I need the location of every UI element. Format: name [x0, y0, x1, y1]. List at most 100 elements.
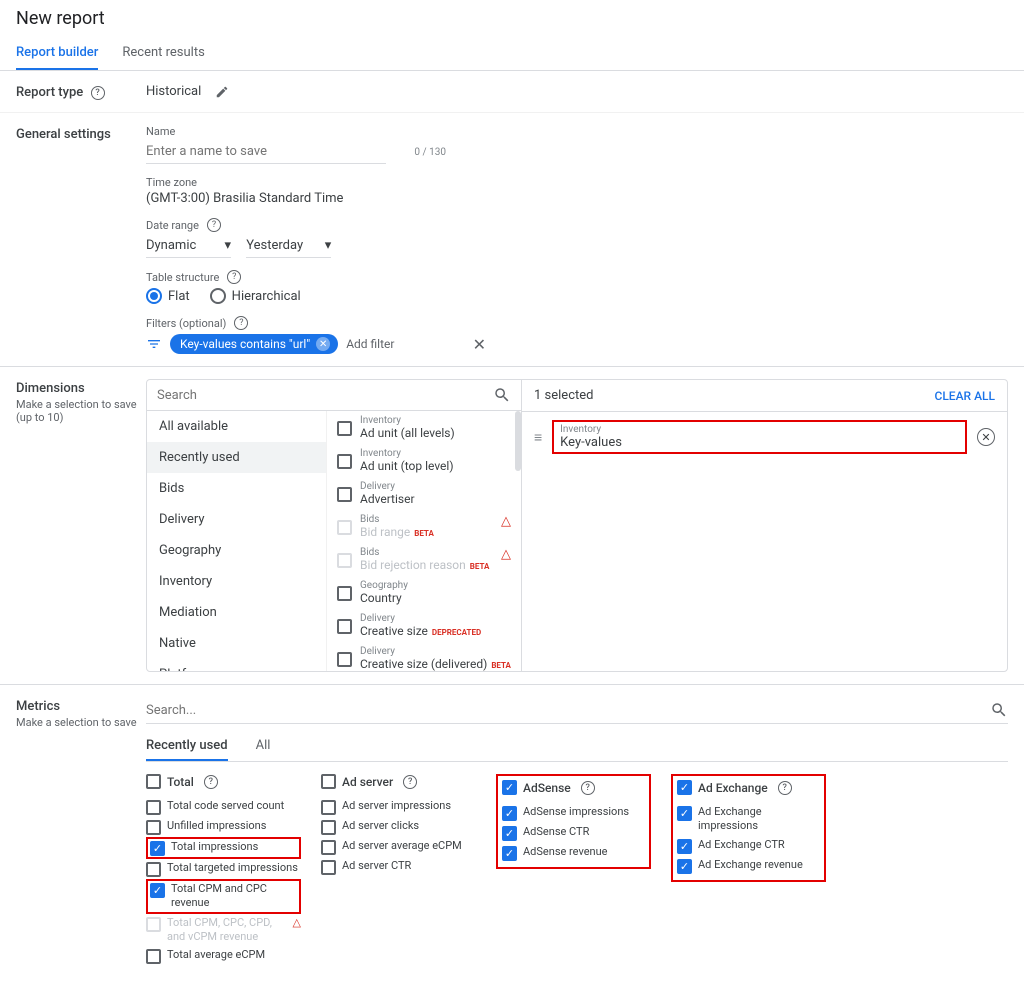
- close-icon[interactable]: ✕: [473, 335, 486, 354]
- search-icon[interactable]: [990, 701, 1008, 719]
- category-item[interactable]: Inventory: [147, 566, 326, 597]
- checkbox[interactable]: ✓: [677, 859, 692, 874]
- metrics-search[interactable]: [146, 701, 990, 719]
- close-icon[interactable]: ✕: [316, 337, 330, 351]
- checkbox[interactable]: [146, 949, 161, 964]
- checkbox[interactable]: ✓: [502, 826, 517, 841]
- tab-recent-results[interactable]: Recent results: [122, 37, 204, 70]
- checkbox[interactable]: [321, 820, 336, 835]
- dr-type-select[interactable]: Dynamic▾: [146, 234, 231, 258]
- checkbox[interactable]: [337, 421, 352, 436]
- checkbox[interactable]: ✓: [502, 846, 517, 861]
- dimensions-search[interactable]: [157, 388, 493, 403]
- help-icon[interactable]: ?: [204, 775, 218, 789]
- dimension-item[interactable]: BidsBid rangeBETA△: [327, 510, 521, 543]
- metric-item[interactable]: Ad server average eCPM: [321, 837, 476, 857]
- category-item[interactable]: Recently used: [147, 442, 326, 473]
- scrollbar[interactable]: [515, 411, 521, 471]
- dimension-item[interactable]: InventoryAd unit (all levels): [327, 411, 521, 444]
- metric-group-header[interactable]: Ad server?: [321, 774, 476, 789]
- help-icon[interactable]: ?: [778, 781, 792, 795]
- checkbox[interactable]: [337, 652, 352, 667]
- help-icon[interactable]: ?: [234, 316, 248, 330]
- dimension-item[interactable]: DeliveryCreative size (delivered)BETA: [327, 642, 521, 671]
- metric-item[interactable]: ✓AdSense CTR: [502, 823, 645, 843]
- category-item[interactable]: Native: [147, 628, 326, 659]
- checkbox[interactable]: [321, 774, 336, 789]
- metric-item[interactable]: Total code served count: [146, 797, 301, 817]
- help-icon[interactable]: ?: [227, 270, 241, 284]
- dimension-item[interactable]: DeliveryAdvertiser: [327, 477, 521, 510]
- checkbox[interactable]: [146, 800, 161, 815]
- checkbox[interactable]: ✓: [677, 839, 692, 854]
- metric-item[interactable]: ✓AdSense revenue: [502, 843, 645, 863]
- metric-item[interactable]: Total CPM, CPC, CPD, and vCPM revenue△: [146, 914, 301, 947]
- remove-icon[interactable]: ✕: [977, 428, 995, 446]
- dimension-categories: All availableRecently usedBidsDeliveryGe…: [147, 411, 327, 671]
- dimension-item[interactable]: BidsBid rejection reasonBETA△: [327, 543, 521, 576]
- checkbox[interactable]: [146, 820, 161, 835]
- checkbox[interactable]: [321, 860, 336, 875]
- metric-item[interactable]: ✓Total CPM and CPC revenue: [146, 879, 301, 914]
- dimension-item[interactable]: GeographyCountry: [327, 576, 521, 609]
- selected-name: Key-values: [560, 435, 959, 450]
- add-filter[interactable]: Add filter: [346, 337, 394, 351]
- section-general: General settings Name 0 / 130 Time zone …: [0, 113, 1024, 367]
- tab-recently-used[interactable]: Recently used: [146, 732, 228, 761]
- help-icon[interactable]: ?: [91, 86, 105, 100]
- metric-item[interactable]: Ad server clicks: [321, 817, 476, 837]
- category-item[interactable]: Bids: [147, 473, 326, 504]
- metric-item[interactable]: Unfilled impressions: [146, 817, 301, 837]
- pencil-icon[interactable]: [215, 85, 229, 99]
- category-item[interactable]: Geography: [147, 535, 326, 566]
- name-input[interactable]: [146, 140, 386, 164]
- help-icon[interactable]: ?: [581, 781, 595, 795]
- tz-label: Time zone: [146, 176, 1008, 189]
- metric-item[interactable]: Ad server impressions: [321, 797, 476, 817]
- checkbox[interactable]: ✓: [150, 883, 165, 898]
- drag-handle-icon[interactable]: ≡: [534, 429, 542, 446]
- checkbox[interactable]: [337, 487, 352, 502]
- category-item[interactable]: Delivery: [147, 504, 326, 535]
- category-item[interactable]: All available: [147, 411, 326, 442]
- report-type-value: Historical: [146, 84, 201, 99]
- checkbox[interactable]: [146, 862, 161, 877]
- metric-item[interactable]: ✓Ad Exchange impressions: [677, 803, 820, 836]
- checkbox[interactable]: ✓: [502, 806, 517, 821]
- radio-flat[interactable]: Flat: [146, 288, 190, 304]
- selected-count: 1 selected: [534, 388, 593, 403]
- dimension-item[interactable]: DeliveryCreative sizeDEPRECATED: [327, 609, 521, 642]
- metric-item[interactable]: ✓Ad Exchange revenue: [677, 856, 820, 876]
- checkbox[interactable]: [337, 619, 352, 634]
- metric-item[interactable]: Ad server CTR: [321, 857, 476, 877]
- metric-item[interactable]: Total average eCPM: [146, 946, 301, 966]
- metric-item[interactable]: ✓Ad Exchange CTR: [677, 836, 820, 856]
- selected-category: Inventory: [560, 424, 959, 435]
- metric-group-header[interactable]: Total?: [146, 774, 301, 789]
- search-icon[interactable]: [493, 386, 511, 404]
- checkbox[interactable]: [337, 454, 352, 469]
- dr-relative-select[interactable]: Yesterday▾: [246, 234, 331, 258]
- help-icon[interactable]: ?: [403, 775, 417, 789]
- checkbox[interactable]: ✓: [150, 841, 165, 856]
- checkbox[interactable]: [337, 586, 352, 601]
- metric-item[interactable]: ✓Total impressions: [146, 837, 301, 859]
- category-item[interactable]: Platform: [147, 659, 326, 671]
- clear-all-button[interactable]: CLEAR ALL: [934, 389, 995, 403]
- checkbox[interactable]: [321, 800, 336, 815]
- tab-report-builder[interactable]: Report builder: [16, 37, 98, 70]
- filter-chip[interactable]: Key-values contains "url" ✕: [170, 334, 338, 354]
- dimension-items: InventoryAd unit (all levels)InventoryAd…: [327, 411, 521, 671]
- help-icon[interactable]: ?: [207, 218, 221, 232]
- metric-item[interactable]: Total targeted impressions: [146, 859, 301, 879]
- tab-all[interactable]: All: [256, 732, 271, 761]
- radio-hierarchical[interactable]: Hierarchical: [210, 288, 301, 304]
- funnel-icon: [146, 336, 162, 352]
- main-tabs: Report builder Recent results: [0, 37, 1024, 71]
- category-item[interactable]: Mediation: [147, 597, 326, 628]
- checkbox[interactable]: [321, 840, 336, 855]
- checkbox[interactable]: [146, 774, 161, 789]
- dimension-item[interactable]: InventoryAd unit (top level): [327, 444, 521, 477]
- metric-item[interactable]: ✓AdSense impressions: [502, 803, 645, 823]
- checkbox[interactable]: ✓: [677, 806, 692, 821]
